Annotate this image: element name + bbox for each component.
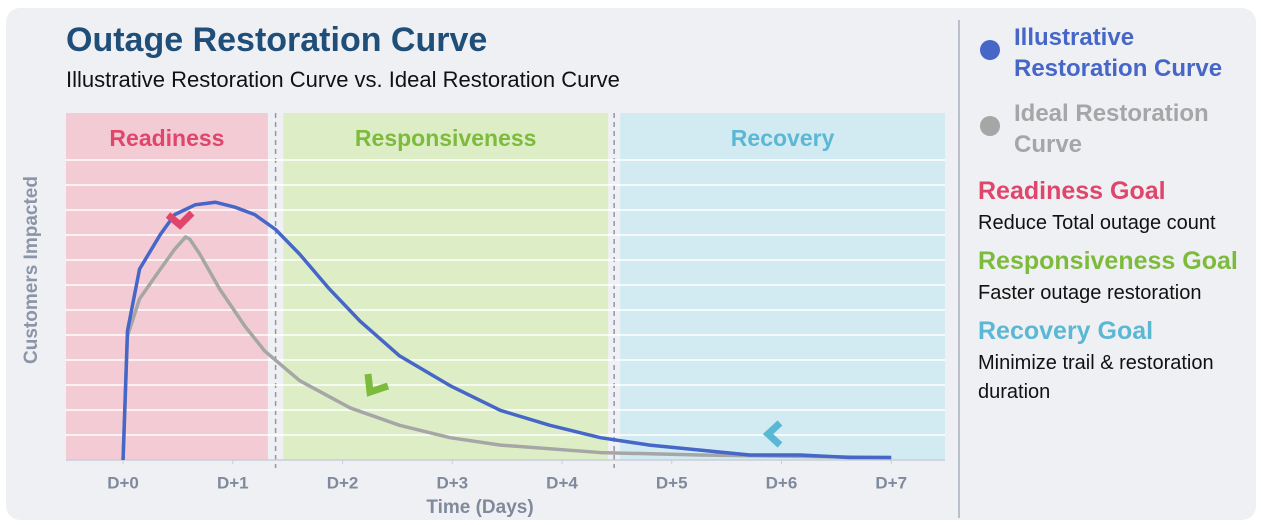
recovery-chevron xyxy=(762,420,783,448)
chart-title: Outage Restoration Curve xyxy=(66,21,487,59)
side-panel: Illustrative Restoration Curve Ideal Rest… xyxy=(978,22,1256,413)
x-tick-label: D+1 xyxy=(217,473,249,492)
phase-band xyxy=(66,113,268,460)
legend-item: Ideal Restoration Curve xyxy=(978,98,1244,160)
goal-title: Responsiveness Goal xyxy=(978,247,1238,275)
x-tick-label: D+5 xyxy=(656,473,688,492)
y-axis-label: Customers Impacted xyxy=(21,176,42,364)
x-tick-label: D+0 xyxy=(107,473,139,492)
phases: Readiness Responsiveness Recovery xyxy=(66,113,945,468)
responsiveness-chevron xyxy=(364,373,390,397)
legend-label: Illustrative Restoration Curve xyxy=(1014,24,1223,82)
legend-marker xyxy=(980,116,1000,136)
goal-title: Recovery Goal xyxy=(978,317,1154,345)
goal-title: Readiness Goal xyxy=(978,177,1166,205)
x-axis-label: Time (Days) xyxy=(426,497,533,518)
phase-band xyxy=(283,113,609,460)
goal-text: Reduce Total outage count xyxy=(978,212,1216,234)
phase-label: Readiness xyxy=(109,125,224,151)
chart-subtitle: Illustrative Restoration Curve vs. Ideal… xyxy=(66,67,620,92)
phase-label: Recovery xyxy=(731,125,835,151)
legend-label: Ideal Restoration Curve xyxy=(1014,100,1209,158)
series-line xyxy=(121,235,892,461)
grid: D+0 D+1 D+2 D+3 D+4 D+5 D+6 D+7 xyxy=(66,159,945,492)
phase-band xyxy=(620,113,945,460)
divider xyxy=(958,20,960,518)
x-tick-label: D+6 xyxy=(766,473,798,492)
legend-item: Illustrative Restoration Curve xyxy=(978,22,1244,84)
x-tick-label: D+4 xyxy=(546,473,578,492)
goal-text: Minimize trail & restoration duration xyxy=(978,352,1214,403)
legend-marker xyxy=(980,40,1000,60)
readiness-chevron xyxy=(165,210,195,230)
goal-text: Faster outage restoration xyxy=(978,282,1202,304)
x-tick-label: D+2 xyxy=(327,473,359,492)
x-tick-label: D+7 xyxy=(875,473,907,492)
chart: Outage Restoration Curve Illustrative Re… xyxy=(21,21,945,518)
x-tick-label: D+3 xyxy=(436,473,468,492)
phase-label: Responsiveness xyxy=(355,125,537,151)
